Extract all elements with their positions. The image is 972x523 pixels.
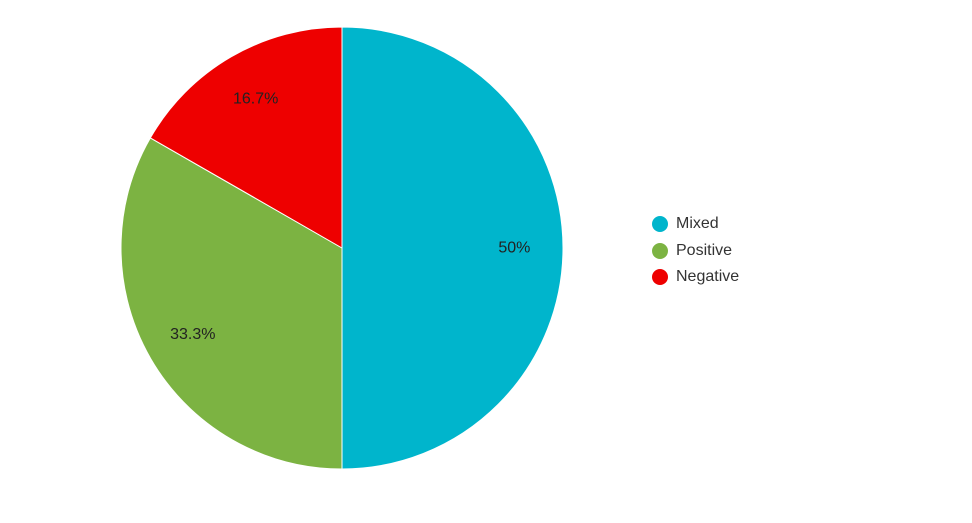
slice-label-mixed: 50% [498,240,530,257]
legend-label-positive: Positive [676,241,733,259]
pie-slice-mixed[interactable] [341,26,564,470]
legend-swatch-positive [652,242,668,259]
pie-slice-positive[interactable] [120,137,343,470]
legend-item-mixed[interactable]: Mixed [652,211,739,238]
legend-item-negative[interactable]: Negative [652,264,739,291]
slice-label-positive: 33.3% [170,326,215,343]
legend-item-positive[interactable]: Positive [652,238,739,265]
legend-swatch-negative [652,269,668,286]
legend: Mixed Positive Negative [652,211,739,291]
slice-label-negative: 16.7% [233,90,278,107]
legend-label-negative: Negative [676,268,740,286]
legend-label-mixed: Mixed [676,215,719,233]
pie-slice-labels: 50% 33.3% 16.7% [170,90,530,343]
legend-swatch-mixed [652,216,668,233]
pie-slice-negative[interactable] [149,26,343,249]
pie-slices [120,26,564,470]
